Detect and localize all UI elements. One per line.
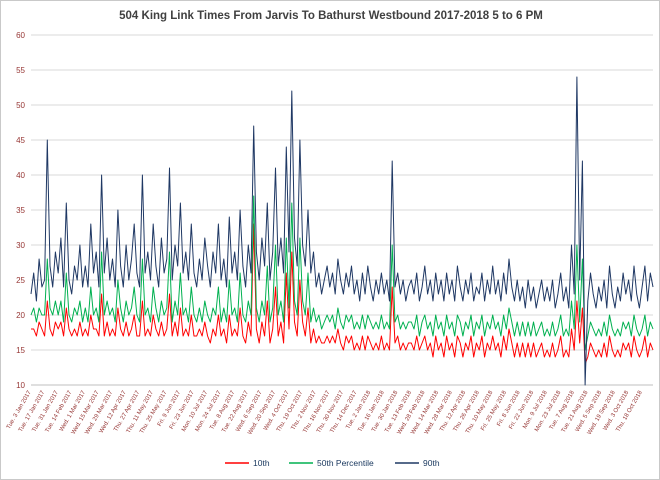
series-line-50th-percentile [30, 195, 654, 351]
y-tick-label: 60 [16, 31, 25, 40]
y-tick-label: 40 [16, 171, 25, 180]
y-tick-label: 25 [16, 276, 25, 285]
legend-label-10th: 10th [253, 458, 270, 468]
legend-label-50th-percentile: 50th Percentile [317, 458, 374, 468]
series-line-10th [31, 223, 654, 365]
y-tick-label: 45 [16, 136, 25, 145]
y-tick-label: 30 [16, 241, 25, 250]
y-tick-label: 15 [16, 346, 25, 355]
y-tick-label: 10 [16, 381, 25, 390]
y-tick-label: 35 [16, 206, 25, 215]
legend: 10th 50th Percentile 90th [225, 458, 440, 468]
y-tick-label: 20 [16, 311, 25, 320]
y-tick-label: 50 [16, 101, 25, 110]
legend-label-90th: 90th [423, 458, 440, 468]
chart-title: 504 King Link Times From Jarvis To Bathu… [119, 10, 543, 22]
y-tick-label: 55 [16, 66, 25, 75]
series-line-90th [30, 76, 654, 386]
